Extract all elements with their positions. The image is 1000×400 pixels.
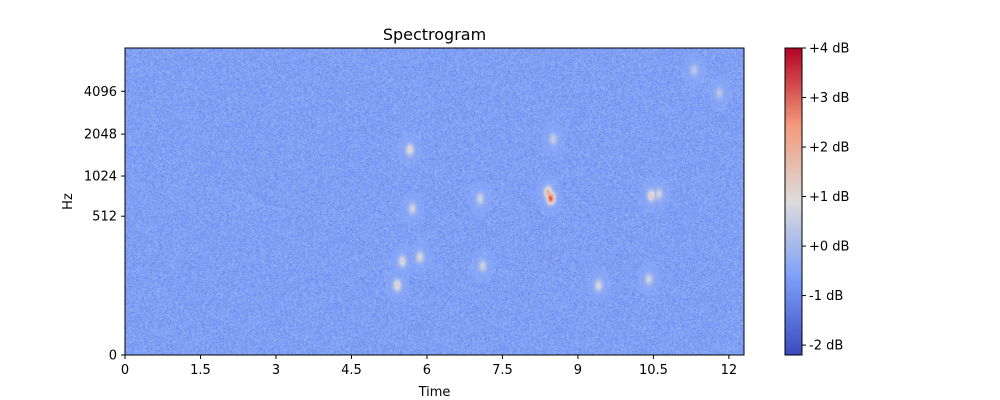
x-tick-label: 7.5 — [492, 363, 513, 378]
chart-title: Spectrogram — [383, 25, 486, 44]
plot-frame — [124, 47, 745, 356]
y-tick-label: 512 — [92, 210, 117, 225]
x-axis-label: Time — [418, 385, 451, 400]
x-tick-label: 3 — [272, 363, 280, 378]
x-tick-label: 4.5 — [341, 363, 362, 378]
x-axis: 0 1.5 3 4.5 6 7.5 9 10.5 12 — [121, 355, 737, 378]
y-axis-label: Hz — [61, 193, 76, 210]
colorbar-tick-label: +0 dB — [809, 240, 849, 255]
x-tick-label: 12 — [721, 363, 738, 378]
y-tick-label: 1024 — [84, 170, 117, 185]
y-tick-label: 0 — [109, 349, 117, 364]
y-tick-label: 4096 — [84, 85, 117, 100]
x-tick-label: 6 — [423, 363, 431, 378]
colorbar-frame — [784, 47, 803, 356]
x-tick-label: 0 — [121, 363, 129, 378]
colorbar-gradient — [785, 48, 802, 355]
colorbar-tick-label: +1 dB — [809, 190, 849, 205]
colorbar-tick-label: -2 dB — [809, 339, 843, 354]
x-tick-label: 10.5 — [639, 363, 668, 378]
colorbar-tick-label: +2 dB — [809, 141, 849, 156]
colorbar-axis: -2 dB -1 dB +0 dB +1 dB +2 dB +3 dB +4 dB — [802, 42, 849, 354]
y-axis: 0 512 1024 2048 4096 — [84, 85, 125, 364]
y-tick-label: 2048 — [84, 128, 117, 143]
colorbar-tick-label: +4 dB — [809, 42, 849, 57]
x-tick-label: 1.5 — [190, 363, 211, 378]
colorbar-tick-label: +3 dB — [809, 91, 849, 106]
spectrogram-image — [125, 48, 744, 355]
x-tick-label: 9 — [574, 363, 582, 378]
colorbar-tick-label: -1 dB — [809, 289, 843, 304]
